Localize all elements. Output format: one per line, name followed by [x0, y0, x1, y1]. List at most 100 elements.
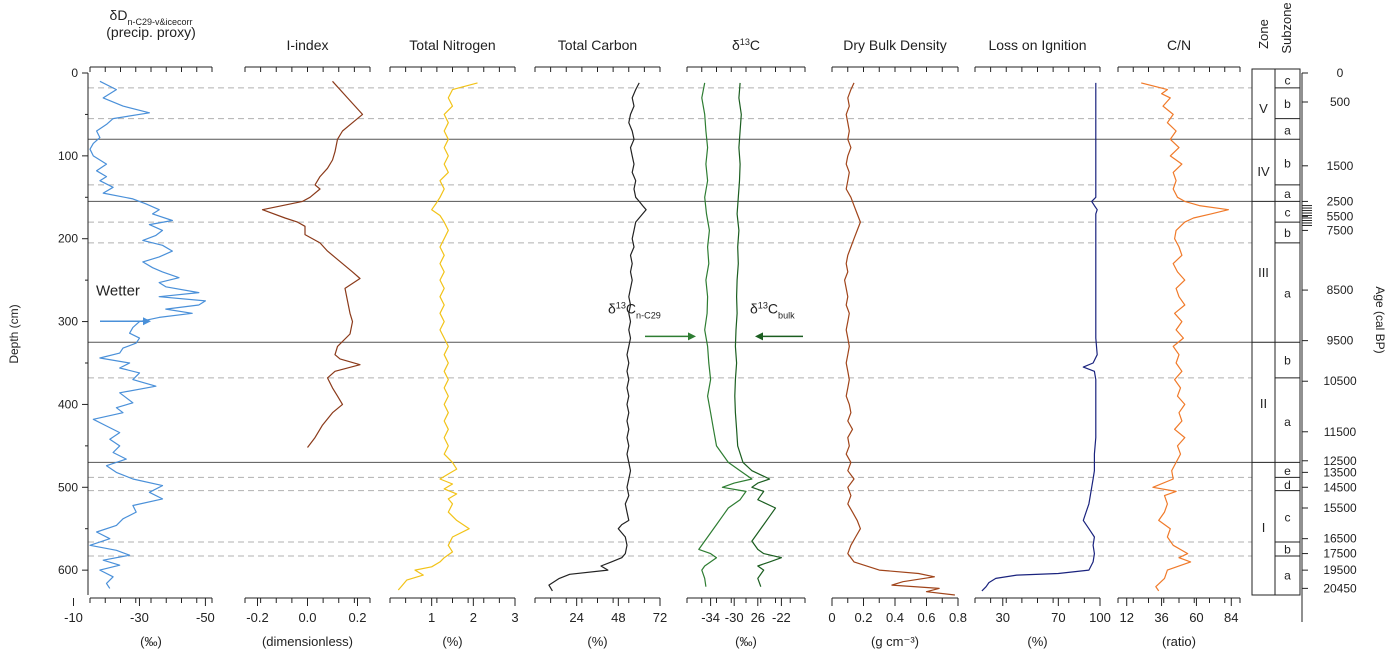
- chart-panels: -10 -30 -50 (‰) δDn-C29-v&icecorr(precip. pr…: [64, 7, 1241, 649]
- depth-tick-label: 200: [58, 232, 78, 246]
- panel-unit-label: (dimensionless): [262, 634, 353, 649]
- series-line-2-0: [397, 82, 478, 591]
- depth-axis-label: Depth (cm): [7, 304, 21, 363]
- panel-title: Dry Bulk Density: [843, 37, 946, 53]
- zone-header: Zone: [1256, 19, 1271, 49]
- subzone-label: b: [1284, 543, 1291, 557]
- panel-1: -0.2 0.0 0.2 (dimensionless) I-index: [244, 37, 371, 649]
- panel-tick-label: 1: [428, 610, 435, 625]
- panel-unit-label: (‰): [735, 634, 757, 649]
- panel-unit-label: (‰): [140, 634, 162, 649]
- panel-tick-label: -30: [725, 610, 744, 625]
- panel-title: Total Carbon: [558, 37, 637, 53]
- subzone-label: a: [1284, 187, 1291, 201]
- age-tick-label: 7500: [1327, 223, 1354, 237]
- depth-tick-label: 400: [58, 397, 78, 411]
- subzone-label: a: [1284, 415, 1291, 429]
- zone-label: V: [1259, 101, 1268, 116]
- age-tick-label: 8500: [1327, 283, 1354, 297]
- d13c-nc29-arrow-head: [688, 332, 696, 341]
- panel-title-line2: (precip. proxy): [106, 24, 195, 40]
- panel-5: 0 0.2 0.4 0.6 0.8 (g cm⁻³) Dry Bulk Density: [828, 37, 967, 649]
- depth-tick-label: 600: [58, 563, 78, 577]
- age-tick-label: 5500: [1327, 209, 1354, 223]
- panel-tick-label: 72: [653, 610, 667, 625]
- age-tick-label: 19500: [1323, 563, 1357, 577]
- panel-tick-label: 2: [470, 610, 477, 625]
- panel-tick-label: -30: [130, 610, 149, 625]
- age-tick-label: 2500: [1327, 194, 1354, 208]
- panel-tick-label: 26: [751, 610, 765, 625]
- d13c-bulk-label: δ13Cbulk: [750, 300, 795, 320]
- panel-tick-label: 24: [569, 610, 583, 625]
- panel-tick-label: 0.8: [949, 610, 967, 625]
- age-tick-label: 13500: [1323, 465, 1357, 479]
- panel-tick-label: 0.4: [886, 610, 904, 625]
- panel-unit-label: (%): [442, 634, 462, 649]
- panel-tick-label: 100: [1089, 610, 1111, 625]
- subzone-label: e: [1284, 464, 1291, 478]
- panel-tick-label: 0: [828, 610, 835, 625]
- panel-unit-label: (%): [1027, 634, 1047, 649]
- panel-tick-label: 0.2: [854, 610, 872, 625]
- panel-tick-label: 0.6: [917, 610, 935, 625]
- panel-tick-label: 70: [1051, 610, 1065, 625]
- series-line-3-0: [548, 82, 647, 592]
- panel-tick-label: -0.2: [246, 610, 268, 625]
- zone-boundary-lines: [88, 87, 1252, 557]
- depth-axis: 0 100 200 300 400 500 600 Depth (cm): [7, 66, 89, 595]
- panel-unit-label: (%): [587, 634, 607, 649]
- depth-tick-label: 0: [71, 66, 78, 80]
- panel-title: δDn-C29-v&icecorr: [110, 7, 193, 27]
- panel-tick-label: 48: [611, 610, 625, 625]
- wetter-label: Wetter: [96, 282, 140, 299]
- panel-tick-label: 36: [1154, 610, 1168, 625]
- subzone-label: b: [1284, 226, 1291, 240]
- series-line-0-0: [89, 80, 206, 589]
- series-line-4-1: [734, 82, 782, 587]
- d13c-bulk-arrow-head: [755, 332, 763, 341]
- subzone-label: d: [1284, 478, 1291, 492]
- panel-title: C/N: [1167, 37, 1191, 53]
- panel-tick-label: 3: [511, 610, 518, 625]
- panel-title: Loss on Ignition: [988, 37, 1086, 53]
- age-tick-label: 17500: [1323, 547, 1357, 561]
- chart-annotations: Wetter δ13Cn-C29 δ13Cbulk: [96, 282, 803, 341]
- subzone-label: c: [1285, 205, 1291, 219]
- subzone-label: c: [1285, 74, 1291, 88]
- panel-6: 30 70 100 (%) Loss on Ignition: [974, 37, 1111, 649]
- zone-label: III: [1258, 265, 1269, 280]
- series-line-7-0: [1141, 82, 1229, 592]
- series-line-5-0: [844, 82, 955, 596]
- age-tick-label: 15500: [1323, 501, 1357, 515]
- panel-3: 24 48 72 (%) Total Carbon: [534, 37, 667, 649]
- panel-tick-label: 12: [1119, 610, 1133, 625]
- panel-unit-label: (g cm⁻³): [871, 634, 919, 649]
- age-tick-label: 9500: [1327, 334, 1354, 348]
- series-line-4-0: [698, 82, 753, 587]
- zone-label: IV: [1257, 164, 1270, 179]
- panel-tick-label: 60: [1189, 610, 1203, 625]
- age-tick-label: 16500: [1323, 532, 1357, 546]
- panel-tick-label: -10: [64, 610, 83, 625]
- panel-tick-label: -34: [701, 610, 720, 625]
- subzone-label: b: [1284, 97, 1291, 111]
- panel-7: 12 36 60 84 (ratio) C/N: [1117, 37, 1241, 649]
- age-tick-label: 20450: [1323, 581, 1357, 595]
- age-tick-label: 10500: [1323, 374, 1357, 388]
- subzone-label: a: [1284, 123, 1291, 137]
- d13c-nc29-label: δ13Cn-C29: [608, 300, 661, 320]
- depth-tick-label: 300: [58, 315, 78, 329]
- age-axis-label: Age (cal BP): [1373, 286, 1387, 353]
- panel-0: -10 -30 -50 (‰) δDn-C29-v&icecorr(precip. pr…: [64, 7, 215, 649]
- zone-frame: [1251, 68, 1301, 596]
- age-tick-label: 1500: [1327, 159, 1354, 173]
- panel-tick-label: 84: [1224, 610, 1238, 625]
- panel-title: δ13C: [732, 37, 760, 53]
- subzone-header: Subzone: [1279, 2, 1294, 53]
- zone-label: I: [1262, 520, 1266, 535]
- panel-4: -34 -30 26 -22 (‰) δ13C: [686, 37, 806, 649]
- panel-title: I-index: [286, 37, 328, 53]
